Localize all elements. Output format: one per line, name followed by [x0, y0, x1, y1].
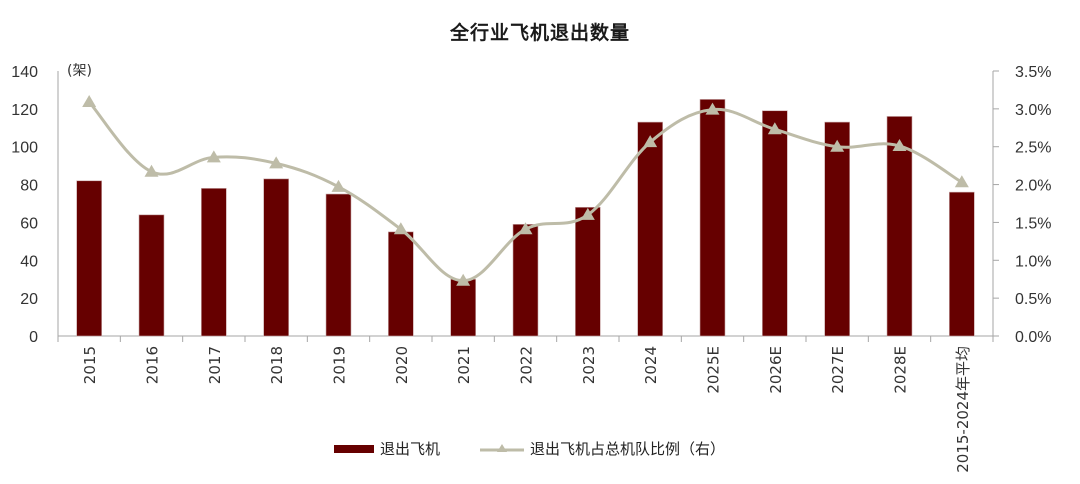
x-tick-label: 2017: [206, 346, 224, 384]
right-y-tick-label: 2.0%: [1015, 178, 1051, 195]
triangle-marker-icon: [830, 139, 845, 152]
x-tick-label: 2026E: [767, 346, 785, 394]
bar-2024: [637, 121, 663, 337]
x-tick-label: 2022: [518, 346, 536, 384]
legend: 退出飞机 退出飞机占总机队比例（右）: [334, 438, 765, 459]
bar-2022: [512, 224, 539, 337]
bar-2015-2024年平均: [949, 191, 975, 337]
left-y-tick-label: 40: [20, 253, 38, 270]
triangle-marker-icon: [82, 95, 97, 108]
bar-2028E: [886, 116, 913, 337]
bar-2025E: [699, 99, 726, 337]
right-y-tick-label: 2.5%: [1015, 140, 1051, 157]
right-y-tick-label: 1.5%: [1015, 215, 1051, 232]
bar-2023: [575, 206, 601, 337]
legend-line-label: 退出飞机占总机队比例（右）: [530, 440, 726, 458]
left-y-tick-label: 80: [20, 178, 38, 195]
triangle-marker-icon: [643, 135, 658, 148]
triangle-marker-icon: [954, 175, 969, 188]
bar-2020: [388, 231, 414, 337]
bar-2019: [325, 193, 352, 337]
left-y-tick-label: 140: [11, 64, 38, 81]
left-y-tick-label: 60: [20, 215, 38, 232]
right-y-tick-label: 1.0%: [1015, 253, 1051, 270]
triangle-marker-icon: [580, 207, 595, 220]
bar-2026E: [762, 110, 788, 337]
x-tick-label: 2023: [580, 346, 598, 384]
bar-2027E: [824, 121, 850, 337]
right-y-tick-label: 0.5%: [1015, 291, 1051, 308]
triangle-marker-icon: [518, 222, 533, 235]
x-tick-label: 2024: [642, 346, 660, 384]
triangle-marker-icon: [144, 164, 159, 177]
triangle-marker-icon: [269, 156, 284, 169]
right-y-tick-label: 3.5%: [1015, 64, 1051, 81]
x-tick-label: 2019: [331, 346, 349, 384]
bar-2016: [138, 214, 165, 337]
bar-2021: [450, 278, 476, 337]
triangle-marker-icon: [331, 179, 346, 192]
bar-2015: [76, 180, 102, 337]
y-axis-unit-label: (架): [67, 63, 92, 79]
legend-bar-label: 退出飞机: [380, 440, 441, 458]
triangle-marker-icon: [767, 122, 782, 135]
x-tick-label: 2015-2024年平均: [954, 346, 972, 473]
triangle-marker-icon: [892, 138, 907, 151]
x-tick-label: 2027E: [829, 346, 847, 394]
left-y-tick-label: 0: [29, 329, 38, 346]
left-y-tick-label: 100: [11, 140, 38, 157]
bar-2018: [263, 178, 289, 337]
chart-title: 全行业飞机退出数量: [449, 22, 630, 44]
triangle-marker-icon: [206, 150, 221, 163]
line-triangle-marker-icon: [480, 443, 525, 452]
x-tick-label: 2021: [455, 346, 473, 384]
x-tick-label: 2016: [144, 346, 162, 384]
bar-2017: [201, 188, 227, 337]
triangle-marker-icon: [393, 222, 408, 235]
x-tick-label: 2020: [393, 346, 411, 384]
right-y-tick-label: 3.0%: [1015, 102, 1051, 119]
x-tick-label: 2028E: [892, 346, 910, 394]
x-tick-label: 2018: [268, 346, 286, 384]
bar-swatch-icon: [334, 444, 374, 453]
legend-item-line: 退出飞机占总机队比例（右）: [480, 438, 725, 459]
left-y-tick-label: 20: [20, 291, 38, 308]
triangle-marker-icon: [705, 102, 720, 115]
triangle-marker-icon: [456, 273, 471, 286]
x-tick-label: 2025E: [705, 346, 723, 394]
x-tick-label: 2015: [81, 346, 99, 384]
right-y-tick-label: 0.0%: [1015, 329, 1051, 346]
left-y-tick-label: 120: [11, 102, 38, 119]
legend-item-bar: 退出飞机: [334, 438, 440, 459]
